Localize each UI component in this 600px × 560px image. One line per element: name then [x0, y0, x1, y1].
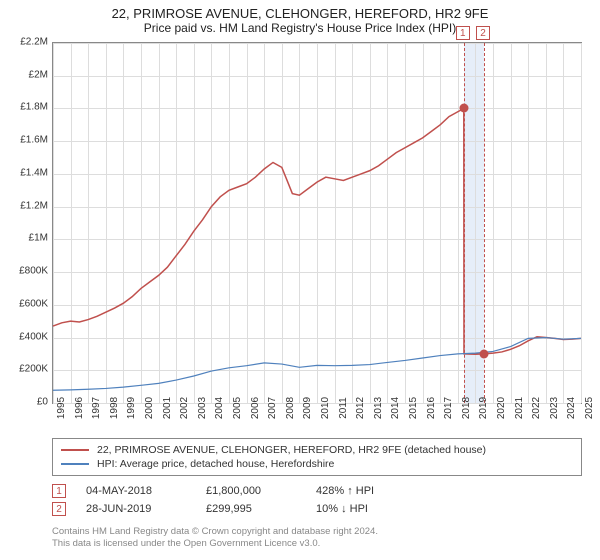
- y-tick-label: £1M: [4, 233, 48, 244]
- x-tick-label: 2013: [373, 397, 384, 419]
- x-tick-label: 2015: [408, 397, 419, 419]
- y-tick-label: £2M: [4, 69, 48, 80]
- transaction-date: 28-JUN-2019: [86, 503, 186, 515]
- chart-plot-area: [52, 42, 582, 404]
- x-tick-label: 1995: [56, 397, 67, 419]
- chart-container: 22, PRIMROSE AVENUE, CLEHONGER, HEREFORD…: [0, 0, 600, 560]
- x-tick-label: 2018: [461, 397, 472, 419]
- x-tick-label: 2009: [302, 397, 313, 419]
- chart-title: 22, PRIMROSE AVENUE, CLEHONGER, HEREFORD…: [0, 0, 600, 21]
- legend-swatch: [61, 463, 89, 465]
- x-tick-label: 2017: [443, 397, 454, 419]
- x-tick-label: 2010: [320, 397, 331, 419]
- x-tick-label: 1999: [126, 397, 137, 419]
- callout-2: 2: [476, 26, 490, 40]
- transaction-num: 1: [52, 484, 66, 498]
- legend-label: HPI: Average price, detached house, Here…: [97, 458, 334, 470]
- series-hpi: [53, 338, 581, 391]
- gridline-v: [581, 43, 582, 403]
- x-tick-label: 2001: [162, 397, 173, 419]
- y-tick-label: £1.8M: [4, 102, 48, 113]
- x-tick-label: 2002: [179, 397, 190, 419]
- y-tick-label: £1.6M: [4, 135, 48, 146]
- series-svg: [53, 43, 581, 403]
- x-tick-label: 2016: [426, 397, 437, 419]
- y-tick-label: £800K: [4, 266, 48, 277]
- x-tick-label: 2019: [478, 397, 489, 419]
- y-tick-label: £0: [4, 397, 48, 408]
- data-marker: [459, 104, 468, 113]
- footer-line-2: This data is licensed under the Open Gov…: [52, 538, 378, 550]
- x-tick-label: 2025: [584, 397, 595, 419]
- y-tick-label: £1.4M: [4, 167, 48, 178]
- y-tick-label: £2.2M: [4, 37, 48, 48]
- transaction-pct: 428% ↑ HPI: [316, 485, 426, 497]
- transaction-price: £1,800,000: [206, 485, 296, 497]
- x-tick-label: 2011: [338, 397, 349, 419]
- footer-line-1: Contains HM Land Registry data © Crown c…: [52, 526, 378, 538]
- x-tick-label: 2023: [549, 397, 560, 419]
- x-tick-label: 2000: [144, 397, 155, 419]
- legend-box: 22, PRIMROSE AVENUE, CLEHONGER, HEREFORD…: [52, 438, 582, 476]
- x-tick-label: 2003: [197, 397, 208, 419]
- callout-1: 1: [456, 26, 470, 40]
- x-tick-label: 2008: [285, 397, 296, 419]
- legend-swatch: [61, 449, 89, 451]
- x-tick-label: 1997: [91, 397, 102, 419]
- legend-label: 22, PRIMROSE AVENUE, CLEHONGER, HEREFORD…: [97, 444, 486, 456]
- x-tick-label: 2004: [214, 397, 225, 419]
- transaction-price: £299,995: [206, 503, 296, 515]
- x-tick-label: 2007: [267, 397, 278, 419]
- x-tick-label: 2024: [566, 397, 577, 419]
- x-tick-label: 2014: [390, 397, 401, 419]
- transaction-pct: 10% ↓ HPI: [316, 503, 426, 515]
- transaction-date: 04-MAY-2018: [86, 485, 186, 497]
- footer-text: Contains HM Land Registry data © Crown c…: [52, 526, 378, 551]
- transaction-num: 2: [52, 502, 66, 516]
- x-tick-label: 2006: [250, 397, 261, 419]
- y-tick-label: £1.2M: [4, 200, 48, 211]
- y-tick-label: £200K: [4, 364, 48, 375]
- series-price_paid: [53, 108, 581, 354]
- y-tick-label: £400K: [4, 331, 48, 342]
- x-tick-label: 1998: [109, 397, 120, 419]
- x-tick-label: 2012: [355, 397, 366, 419]
- data-marker: [480, 349, 489, 358]
- x-tick-label: 2005: [232, 397, 243, 419]
- transaction-row: 1 04-MAY-2018 £1,800,000 428% ↑ HPI: [52, 482, 582, 500]
- legend-item: HPI: Average price, detached house, Here…: [61, 457, 573, 471]
- x-tick-label: 2020: [496, 397, 507, 419]
- x-tick-label: 2021: [514, 397, 525, 419]
- x-tick-label: 2022: [531, 397, 542, 419]
- legend-item: 22, PRIMROSE AVENUE, CLEHONGER, HEREFORD…: [61, 443, 573, 457]
- chart-subtitle: Price paid vs. HM Land Registry's House …: [0, 21, 600, 39]
- x-tick-label: 1996: [74, 397, 85, 419]
- transactions-table: 1 04-MAY-2018 £1,800,000 428% ↑ HPI 2 28-JUN-…: [52, 482, 582, 518]
- y-tick-label: £600K: [4, 298, 48, 309]
- transaction-row: 2 28-JUN-2019 £299,995 10% ↓ HPI: [52, 500, 582, 518]
